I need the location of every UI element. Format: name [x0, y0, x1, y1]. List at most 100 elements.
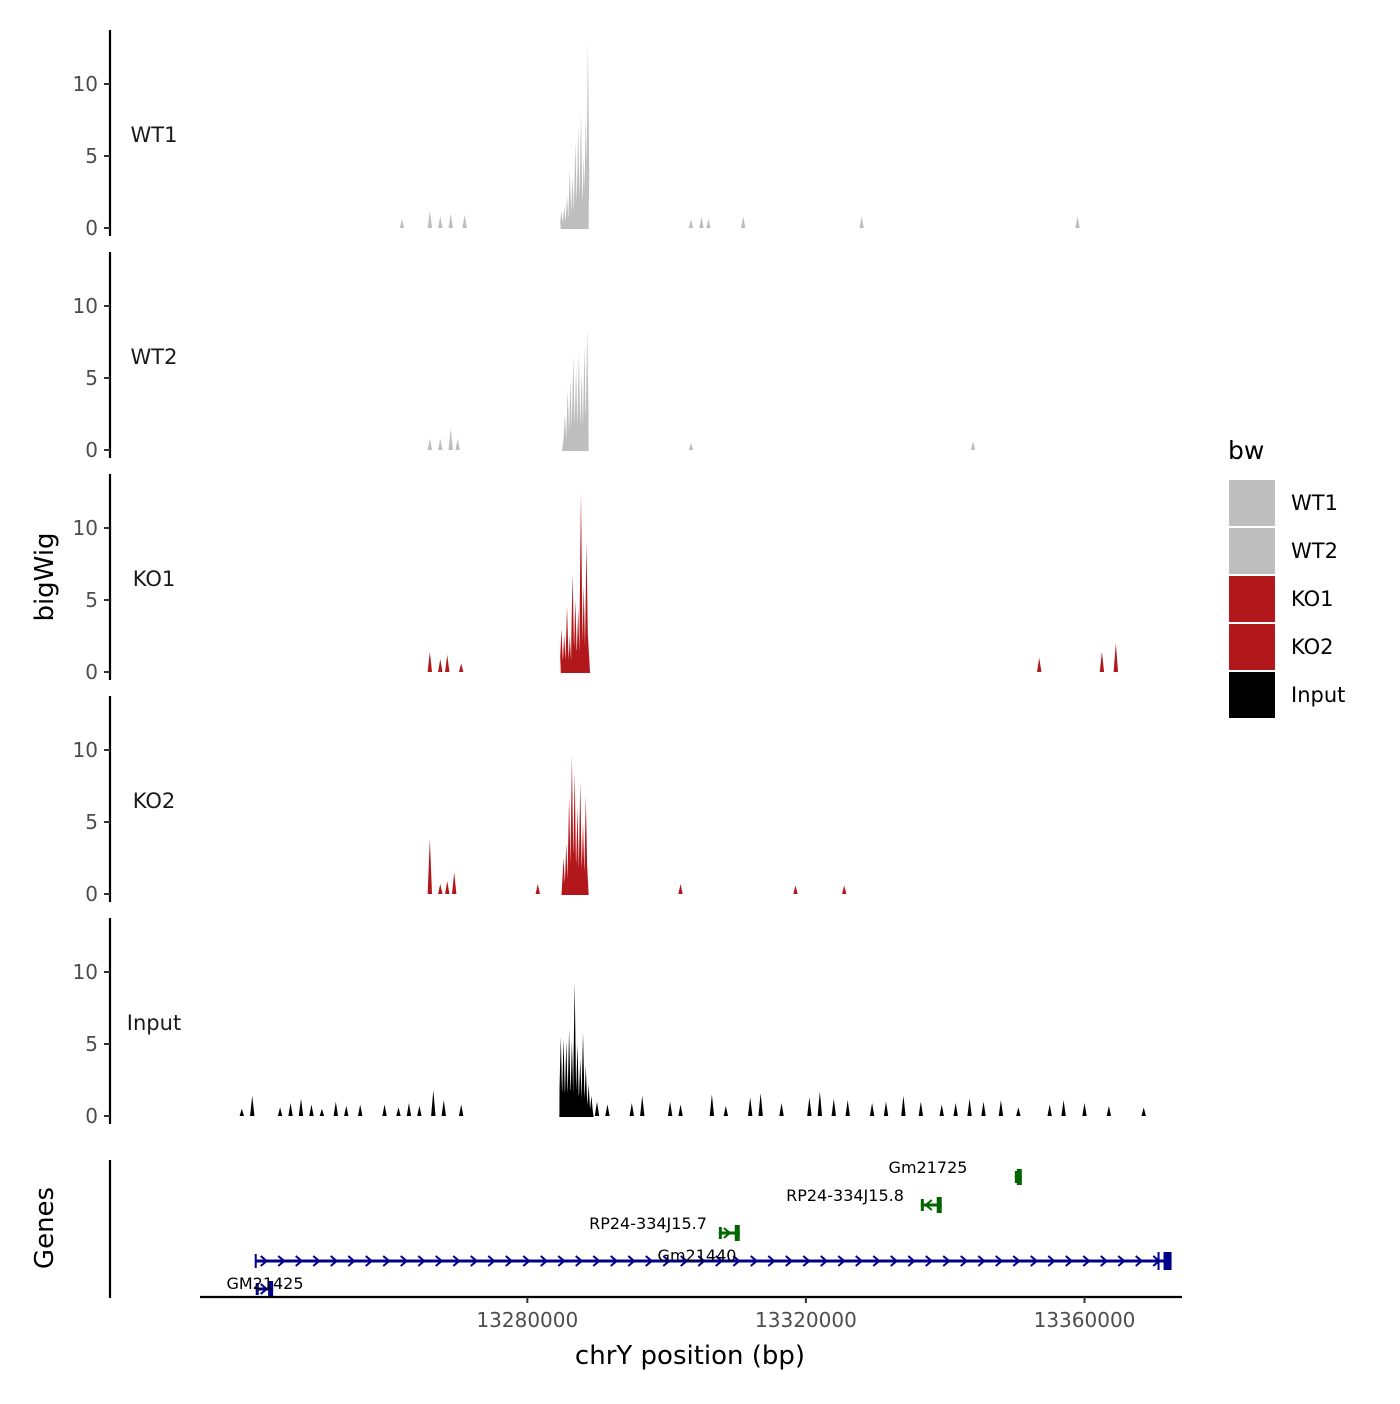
gene-exon — [1163, 1252, 1172, 1270]
strand-arrow — [382, 1255, 391, 1267]
signal-peak — [629, 1103, 635, 1116]
strand-arrow — [715, 1255, 724, 1267]
track-wt1: 0 5 10 WT1 — [73, 30, 1080, 240]
signal-peak — [640, 1095, 645, 1116]
strand-arrow — [347, 1255, 356, 1267]
track-label: Input — [127, 1011, 181, 1035]
signal-peak — [1016, 1107, 1021, 1116]
gene-exon — [718, 1227, 722, 1239]
signal-peak — [723, 1105, 729, 1116]
signal-peak — [901, 1095, 906, 1116]
strand-arrow — [295, 1255, 304, 1267]
signal-peak — [535, 883, 540, 894]
signal-peak — [396, 1107, 401, 1116]
signal-peak — [678, 883, 683, 894]
signal-peak-cluster — [560, 492, 590, 672]
legend-label: KO2 — [1291, 635, 1334, 659]
strand-arrow — [592, 1255, 601, 1267]
genes-axis-title: Genes — [30, 1187, 60, 1269]
signal-peak — [883, 1101, 889, 1116]
signal-peak-cluster — [561, 755, 589, 894]
signal-peak — [1037, 657, 1042, 672]
signal-peak — [741, 216, 746, 228]
strand-arrow — [330, 1255, 339, 1267]
legend-swatch — [1229, 624, 1275, 670]
gene-exon — [920, 1199, 924, 1211]
y-tick-label: 0 — [85, 438, 98, 462]
legend-swatch — [1229, 528, 1275, 574]
track-label: WT1 — [131, 123, 178, 147]
signal-peak — [452, 872, 457, 894]
strand-arrow — [260, 1255, 269, 1267]
signal-peak — [455, 438, 460, 450]
strand-arrow — [1082, 1255, 1091, 1267]
genes-track: Gm21725 RP24-334J15.8 RP24-334J15.7 Gm21440… — [108, 1158, 1172, 1298]
strand-arrow — [890, 1255, 899, 1267]
gene-label: GM21425 — [226, 1274, 303, 1293]
strand-arrow — [540, 1255, 549, 1267]
signal-peak — [406, 1103, 412, 1116]
signal-peak — [427, 651, 433, 672]
signal-peak — [309, 1104, 314, 1116]
legend-label: Input — [1291, 683, 1345, 707]
y-tick-label: 0 — [85, 216, 98, 240]
signal-peak — [438, 659, 443, 672]
signal-peak — [807, 1097, 812, 1116]
x-tick-label: 13280000 — [476, 1308, 578, 1332]
y-tick-label: 5 — [85, 810, 98, 834]
bigwig-tracks: 0 5 10 WT1 0 5 10 WT2 0 5 10 KO1 0 5 10 KO2 0 5 10 Input — [73, 30, 1146, 1128]
gene-exon — [1014, 1171, 1018, 1183]
signal-peak — [699, 216, 704, 228]
signal-peak — [438, 438, 443, 450]
strand-arrow — [662, 1255, 671, 1267]
strand-arrow — [820, 1255, 829, 1267]
signal-peak — [859, 216, 864, 228]
legend-title: bw — [1228, 436, 1264, 465]
strand-arrow — [417, 1255, 426, 1267]
legend-label: WT1 — [1291, 491, 1338, 515]
strand-arrow — [575, 1255, 584, 1267]
signal-peak — [344, 1105, 349, 1116]
strand-arrow — [452, 1255, 461, 1267]
signal-peak — [1099, 651, 1105, 672]
strand-arrow — [400, 1255, 409, 1267]
signal-peak — [793, 885, 798, 894]
signal-peak — [445, 654, 450, 672]
signal-peak — [333, 1101, 339, 1116]
strand-arrow — [732, 1255, 741, 1267]
strand-arrow — [435, 1255, 444, 1267]
signal-peak — [688, 219, 694, 228]
y-tick-label: 10 — [73, 516, 98, 540]
track-wt2: 0 5 10 WT2 — [73, 252, 976, 462]
signal-peak — [1075, 216, 1080, 228]
strand-arrow — [837, 1255, 846, 1267]
strand-arrow — [610, 1255, 619, 1267]
signal-peak — [869, 1103, 875, 1116]
y-tick-label: 0 — [85, 660, 98, 684]
x-axis: 13280000 13320000 13360000 — [200, 1295, 1182, 1332]
x-axis-title: chrY position (bp) — [575, 1341, 805, 1371]
signal-peak — [288, 1103, 293, 1116]
strand-arrow — [1117, 1255, 1126, 1267]
x-tick-label: 13360000 — [1034, 1308, 1136, 1332]
signal-peak — [845, 1100, 850, 1116]
track-ko2: 0 5 10 KO2 — [73, 696, 847, 906]
signal-peak — [817, 1091, 823, 1116]
strand-arrow — [1135, 1255, 1144, 1267]
track-input: 0 5 10 Input — [73, 918, 1146, 1128]
signal-peak — [427, 210, 433, 228]
track-label: KO2 — [133, 789, 176, 813]
strand-arrow — [855, 1255, 864, 1267]
strand-arrow — [645, 1255, 654, 1267]
strand-arrow — [522, 1255, 531, 1267]
signal-peak — [319, 1108, 325, 1116]
y-tick-label: 10 — [73, 294, 98, 318]
strand-arrow — [924, 1199, 933, 1211]
signal-peak — [239, 1108, 244, 1116]
gene-label: RP24-334J15.7 — [589, 1214, 707, 1233]
strand-arrow — [767, 1255, 776, 1267]
signal-peak — [706, 219, 711, 228]
signal-peak — [747, 1097, 753, 1116]
signal-peak — [1106, 1105, 1112, 1116]
